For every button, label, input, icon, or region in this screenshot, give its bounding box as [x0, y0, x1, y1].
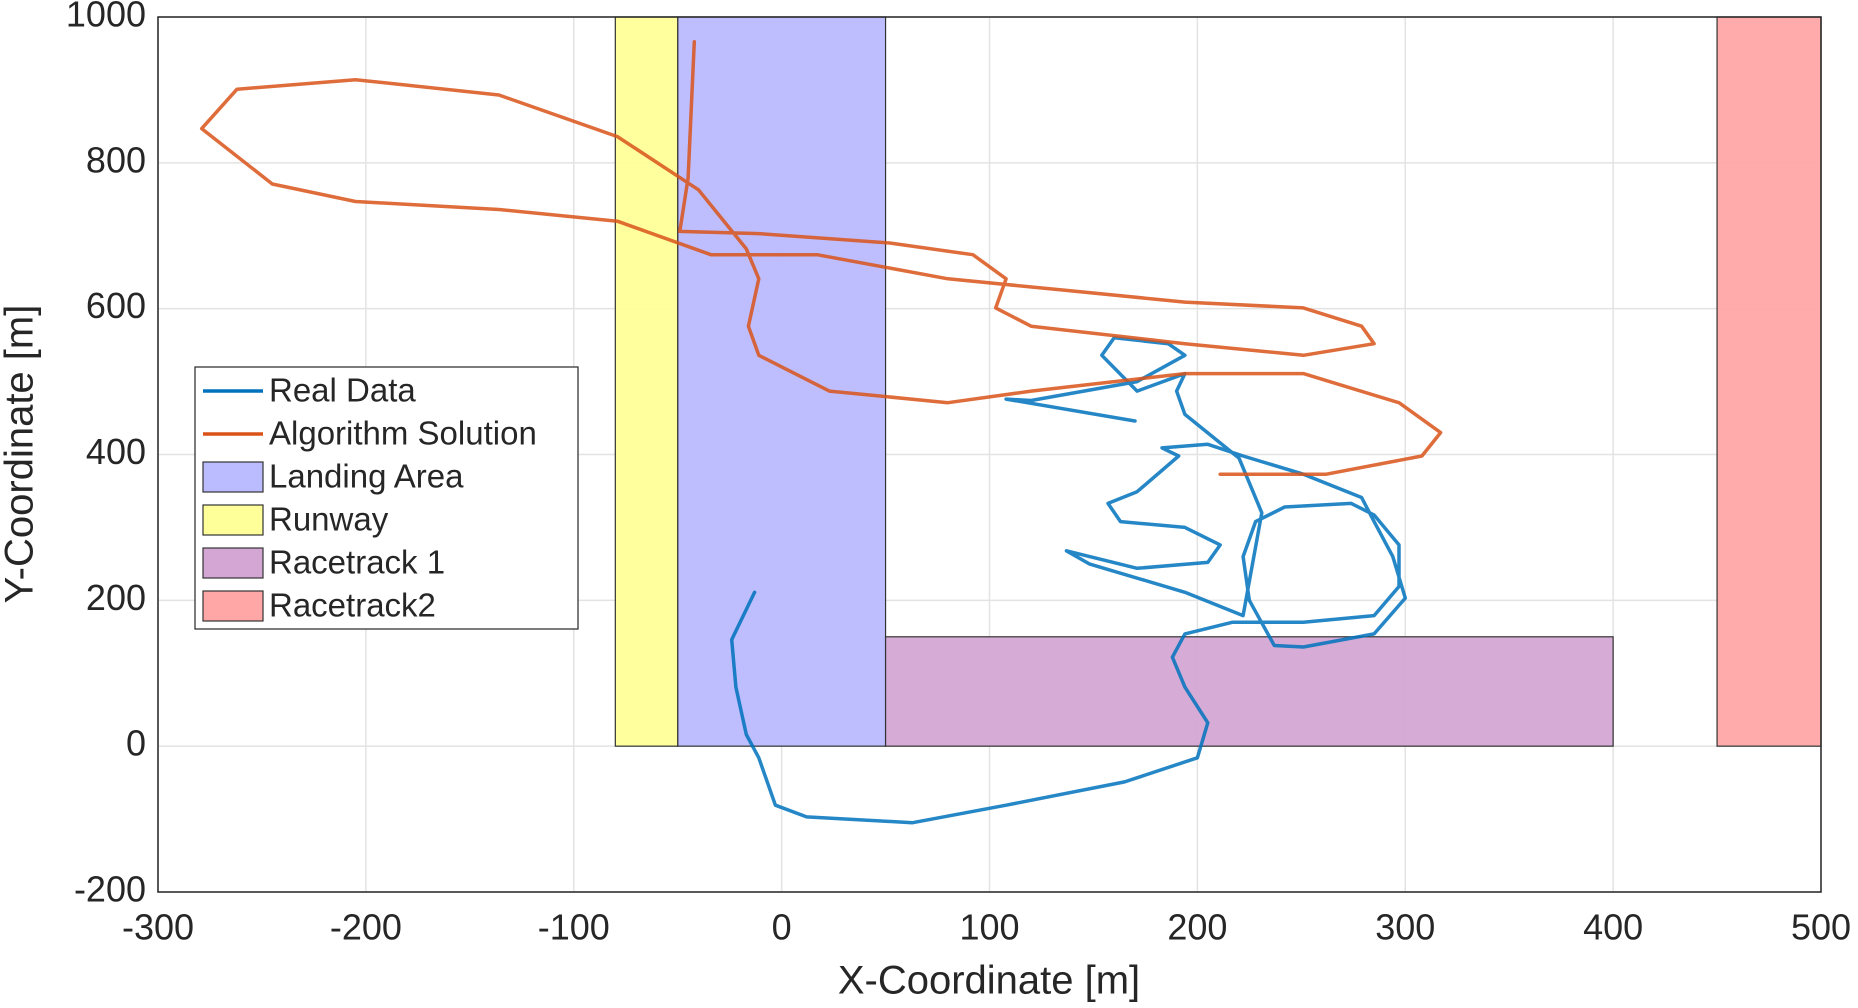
legend-patch [202, 547, 264, 579]
x-tick-label: -200 [330, 907, 402, 948]
legend-label: Algorithm Solution [269, 415, 537, 452]
legend-label: Racetrack2 [269, 587, 436, 624]
axes-box [157, 16, 1822, 893]
x-tick-label: 500 [1791, 907, 1851, 948]
legend-box [194, 366, 579, 630]
x-tick-label: -100 [538, 907, 610, 948]
legend-label: Racetrack 1 [269, 544, 445, 581]
data-line [729, 336, 1408, 825]
region [1716, 16, 1822, 747]
y-axis-label: Y-Coordinate [m] [0, 305, 42, 604]
legend-label: Runway [269, 501, 389, 538]
y-tick-label: 400 [86, 431, 146, 472]
x-tick-label: -300 [122, 907, 194, 948]
x-tick-label: 0 [772, 907, 792, 948]
y-tick-label: 200 [86, 577, 146, 618]
legend-patch [202, 590, 264, 622]
legend-patch [202, 504, 264, 536]
region [614, 16, 679, 747]
y-tick-label: 0 [126, 723, 146, 764]
x-axis-label: X-Coordinate [m] [838, 959, 1140, 1003]
legend-patch [202, 461, 264, 493]
y-tick-label: 1000 [66, 0, 146, 35]
y-tick-label: 800 [86, 139, 146, 180]
x-tick-label: 400 [1583, 907, 1643, 948]
legend-label: Real Data [269, 372, 416, 409]
y-tick-label: 600 [86, 285, 146, 326]
legend-label: Landing Area [269, 458, 464, 495]
y-tick-label: -200 [74, 869, 146, 910]
region [677, 16, 887, 747]
data-line [199, 40, 1443, 476]
region [884, 636, 1614, 747]
x-tick-label: 300 [1375, 907, 1435, 948]
x-tick-label: 100 [959, 907, 1019, 948]
x-tick-label: 200 [1167, 907, 1227, 948]
